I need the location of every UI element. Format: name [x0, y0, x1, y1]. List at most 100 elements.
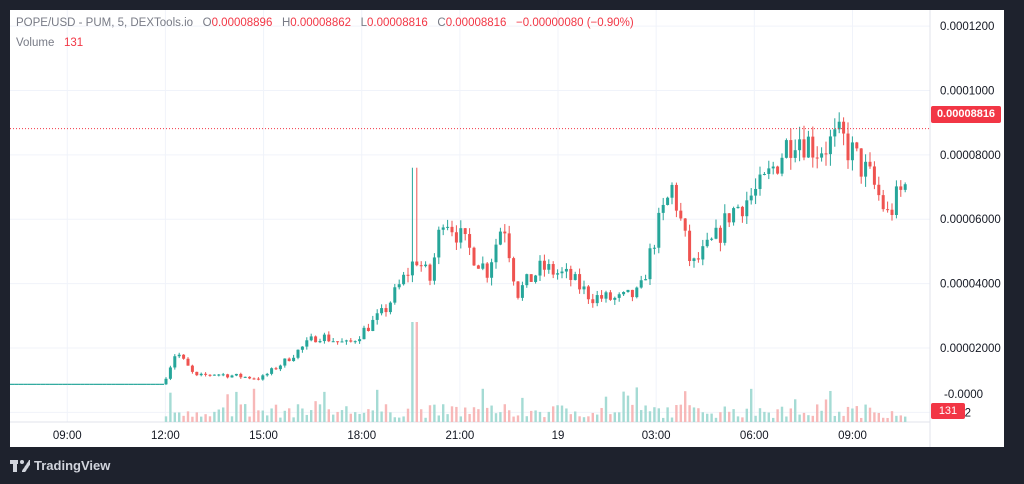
- candle-body: [560, 271, 564, 274]
- candle-body: [490, 262, 494, 278]
- volume-axis-label: -0.0000: [944, 389, 983, 401]
- volume-bar: [552, 406, 555, 422]
- volume-bar: [706, 413, 709, 422]
- candle-body: [274, 368, 278, 370]
- volume-bar: [635, 387, 638, 422]
- volume-bar: [899, 415, 902, 422]
- volume-label: Volume: [16, 37, 55, 49]
- volume-bar: [182, 415, 185, 422]
- volume-bar: [754, 415, 757, 422]
- volume-bar: [252, 388, 256, 422]
- candle-body: [525, 274, 529, 286]
- candle-body: [732, 208, 736, 223]
- volume-bar: [305, 414, 308, 422]
- candle-body: [349, 340, 353, 342]
- candle-body: [494, 244, 498, 263]
- candle-body: [798, 139, 802, 151]
- volume-bar: [684, 391, 687, 422]
- candle-body: [582, 286, 586, 290]
- candle-body: [578, 274, 582, 290]
- volume-bar: [437, 415, 440, 422]
- candle-body: [754, 188, 758, 196]
- volume-bar: [719, 412, 722, 422]
- volume-bar: [349, 413, 352, 422]
- volume-bar: [336, 411, 339, 422]
- volume-bar: [877, 412, 880, 422]
- volume-bar: [481, 388, 484, 422]
- candle-body: [595, 295, 599, 304]
- candle-body: [762, 173, 766, 175]
- volume-bar: [538, 411, 542, 422]
- candle-body: [305, 340, 309, 347]
- chart-frame[interactable]: 0.0001200 0.0001000 0.00008000 0.00006000 0.…: [10, 10, 1004, 447]
- volume-bar: [261, 410, 264, 422]
- candle-body: [208, 374, 212, 376]
- candle-body: [850, 142, 854, 161]
- candlestick-chart[interactable]: 0.0001200 0.0001000 0.00008000 0.00006000 0.…: [10, 10, 1004, 447]
- candle-body: [784, 140, 788, 158]
- time-tick-label: 09:00: [838, 430, 867, 442]
- volume-bar: [376, 389, 379, 422]
- candle-body: [182, 354, 186, 359]
- candle-body: [820, 153, 824, 158]
- last-volume-badge: 131: [931, 403, 965, 419]
- volume-bar: [508, 410, 511, 422]
- volume-bar: [785, 416, 788, 422]
- volume-bar: [433, 404, 436, 422]
- candle-body: [481, 263, 485, 269]
- candle-body: [287, 358, 291, 362]
- candle-body: [344, 340, 348, 342]
- volume-bar: [270, 408, 273, 422]
- candle-body: [366, 327, 370, 331]
- tradingview-brand[interactable]: TradingView: [10, 458, 110, 473]
- candle-body: [789, 140, 793, 158]
- volume-bar: [679, 404, 682, 422]
- volume-bar: [450, 406, 454, 422]
- volume-bar: [648, 411, 652, 422]
- volume-bar: [789, 408, 792, 422]
- candle-body: [226, 374, 230, 378]
- candle-body: [164, 378, 168, 385]
- volume-bar: [855, 406, 858, 422]
- volume-bar: [266, 415, 269, 422]
- candle-body: [657, 212, 661, 248]
- candle-body: [327, 334, 331, 342]
- candle-body: [410, 261, 414, 276]
- volume-bar: [173, 412, 176, 422]
- candle-body: [644, 279, 648, 281]
- candle-body: [472, 247, 476, 266]
- volume-bar: [354, 412, 357, 422]
- close-value: 0.00008816: [445, 17, 507, 29]
- candle-body: [872, 166, 876, 185]
- time-tick-label: 15:00: [249, 430, 278, 442]
- candle-body: [239, 373, 243, 378]
- candle-body: [635, 287, 639, 298]
- volume-bar: [398, 417, 401, 422]
- candle-body: [168, 367, 172, 379]
- candle-body: [204, 373, 208, 375]
- volume-bar: [283, 410, 286, 422]
- candle-body: [661, 204, 665, 213]
- candle-body: [569, 268, 573, 280]
- candle-body: [459, 228, 463, 243]
- candle-body: [666, 197, 670, 205]
- candle-body: [842, 121, 846, 134]
- open-value: 0.00008896: [211, 17, 273, 29]
- volume-bar: [301, 408, 304, 422]
- candle-body: [811, 136, 815, 158]
- candle-body: [190, 365, 194, 372]
- volume-bar: [191, 416, 194, 422]
- high-label: H: [281, 17, 291, 29]
- candle-body: [520, 285, 524, 298]
- candle-body: [463, 228, 467, 235]
- candle-body: [375, 313, 379, 320]
- volume-bar: [200, 416, 203, 422]
- volume-bar: [798, 414, 801, 422]
- candle-body: [864, 161, 868, 177]
- time-tick-label: 03:00: [642, 430, 671, 442]
- volume-bar: [824, 399, 828, 422]
- volume-bar: [688, 405, 691, 422]
- volume-bar: [512, 416, 515, 422]
- volume-bar: [692, 407, 696, 422]
- volume-bar: [710, 413, 713, 422]
